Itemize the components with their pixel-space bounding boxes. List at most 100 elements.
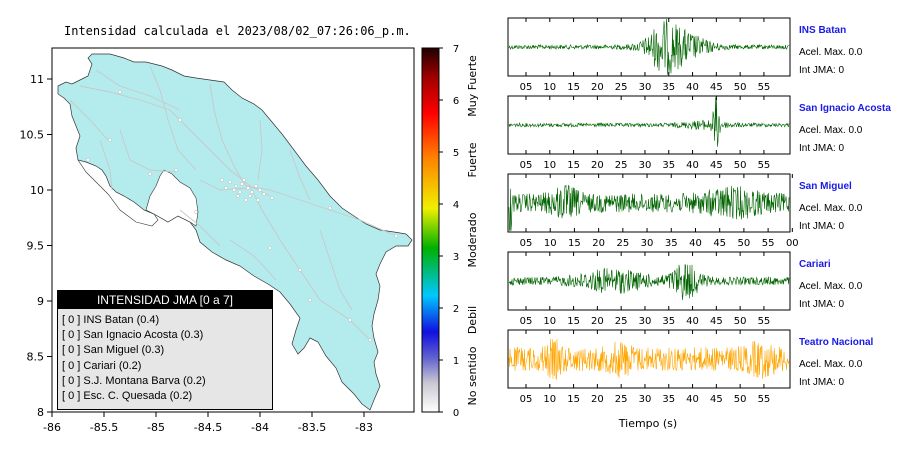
- waveform-trace: [508, 264, 790, 301]
- lon-tick-label: -85.5: [90, 421, 118, 434]
- road: [99, 139, 113, 191]
- time-tick-label: 05: [520, 160, 533, 171]
- town-dot: [248, 194, 252, 198]
- road: [149, 65, 197, 171]
- time-tick-label: 00: [786, 238, 798, 249]
- colorbar-tick-label: 7: [453, 44, 459, 55]
- time-tick-label: 40: [689, 238, 702, 249]
- colorbar-tick-label: 3: [453, 252, 459, 263]
- town-dot: [270, 196, 274, 200]
- waveform-panel: 05 10 15 20 25 30 35 40 45 50 55 00: [507, 173, 798, 249]
- road: [179, 209, 221, 247]
- town-dot: [268, 246, 272, 250]
- lon-tick-label: -86: [43, 421, 61, 434]
- lat-tick-label: 8.5: [27, 351, 45, 364]
- colorbar-class-label: Moderado: [466, 212, 479, 267]
- time-tick-label: 50: [738, 238, 751, 249]
- colorbar-class-label: Debil: [466, 306, 479, 334]
- lon-tick-label: -83: [355, 421, 373, 434]
- station-jma: Int JMA: 0: [799, 377, 845, 388]
- lat-tick-label: 10.5: [20, 129, 45, 142]
- lon-axis: -86 -85.5 -85 -84.5 -84 -83.5 -83: [43, 412, 373, 434]
- town-dot: [108, 138, 112, 142]
- time-tick-label: 05: [520, 316, 533, 327]
- town-dot: [254, 184, 258, 188]
- town-dot: [348, 318, 352, 322]
- time-tick-label: 10: [544, 238, 557, 249]
- colorbar-class-label: No sentido: [466, 346, 479, 405]
- time-tick-label: 35: [662, 394, 675, 405]
- map-title: Intensidad calculada el 2023/08/02_07:26…: [64, 24, 411, 38]
- road: [289, 149, 311, 201]
- town-dot: [224, 186, 228, 190]
- lon-tick-label: -84.5: [194, 421, 222, 434]
- town-dot: [86, 158, 90, 162]
- colorbar-tick-label: 6: [453, 96, 459, 107]
- lon-tick-label: -85: [147, 421, 165, 434]
- town-dot: [118, 90, 122, 94]
- time-tick-label: 10: [543, 82, 556, 93]
- time-tick-label: 15: [568, 238, 581, 249]
- time-tick-label: 20: [591, 316, 604, 327]
- time-tick-label: 25: [615, 82, 628, 93]
- time-tick-label: 30: [639, 82, 652, 93]
- time-tick-label: 05: [520, 238, 533, 249]
- waveform-trace: [508, 96, 790, 147]
- station-accel: Acel. Max. 0.0: [799, 47, 863, 58]
- colorbar-tick-label: 0: [453, 408, 459, 419]
- town-dot: [368, 338, 372, 342]
- station-name: San Miguel: [799, 181, 852, 192]
- time-tick-label: 30: [639, 160, 652, 171]
- town-dot: [244, 198, 248, 202]
- time-tick-label: 55: [758, 316, 771, 327]
- colorbar-class-label: Fuerte: [466, 142, 479, 177]
- town-dot: [228, 180, 232, 184]
- town-dot: [394, 234, 398, 238]
- town-dot: [298, 268, 302, 272]
- time-tick-label: 40: [686, 394, 699, 405]
- town-dot: [148, 172, 152, 176]
- time-tick-label: 45: [710, 394, 723, 405]
- time-tick-label: 45: [713, 238, 726, 249]
- lat-tick-label: 9: [37, 295, 44, 308]
- costa-rica-land: [57, 53, 413, 411]
- time-tick-label: 15: [567, 160, 580, 171]
- time-tick-label: 35: [662, 316, 675, 327]
- time-tick-label: 50: [734, 82, 747, 93]
- time-tick-label: 15: [567, 394, 580, 405]
- time-tick-label: 20: [591, 394, 604, 405]
- station-jma: Int JMA: 0: [799, 143, 845, 154]
- town-dot: [308, 298, 312, 302]
- colorbar-tick-label: 5: [453, 148, 459, 159]
- time-tick-label: 20: [591, 160, 604, 171]
- lon-tick-label: -84: [251, 421, 269, 434]
- time-tick-label: 45: [710, 316, 723, 327]
- time-tick-label: 15: [567, 316, 580, 327]
- waveform-frame: [507, 251, 791, 311]
- town-dot: [246, 186, 250, 190]
- time-tick-label: 50: [734, 160, 747, 171]
- time-tick-label: 45: [710, 160, 723, 171]
- station-name: San Ignacio Acosta: [799, 103, 891, 114]
- lat-tick-label: 8: [37, 406, 44, 419]
- town-dot: [250, 190, 254, 194]
- legend-item: [ 0 ] S.J. Montana Barva (0.2): [62, 374, 206, 387]
- town-dot: [328, 206, 332, 210]
- road: [69, 99, 109, 141]
- road: [79, 85, 271, 197]
- town-dot: [236, 194, 240, 198]
- station-jma: Int JMA: 0: [799, 221, 845, 232]
- town-dot: [194, 210, 198, 214]
- time-tick-label: 55: [758, 394, 771, 405]
- gulf-nicoya: [145, 169, 199, 227]
- time-tick-label: 35: [662, 82, 675, 93]
- station-accel: Acel. Max. 0.0: [799, 281, 863, 292]
- time-tick-label: 25: [616, 238, 629, 249]
- waveform-panels: 05 10 15 20 25 30 35 40 45 50 55 05 10 15 20 25 30 35 40 45…: [507, 17, 798, 430]
- legend-item: [ 0 ] Cariari (0.2): [62, 359, 142, 372]
- town-dot: [262, 192, 266, 196]
- legend-item: [ 0 ] San Miguel (0.3): [62, 344, 165, 357]
- town-dot: [240, 182, 244, 186]
- town-dot: [238, 190, 242, 194]
- lat-axis: 11 10.5 10 9.5 9 8.5 8: [20, 73, 52, 419]
